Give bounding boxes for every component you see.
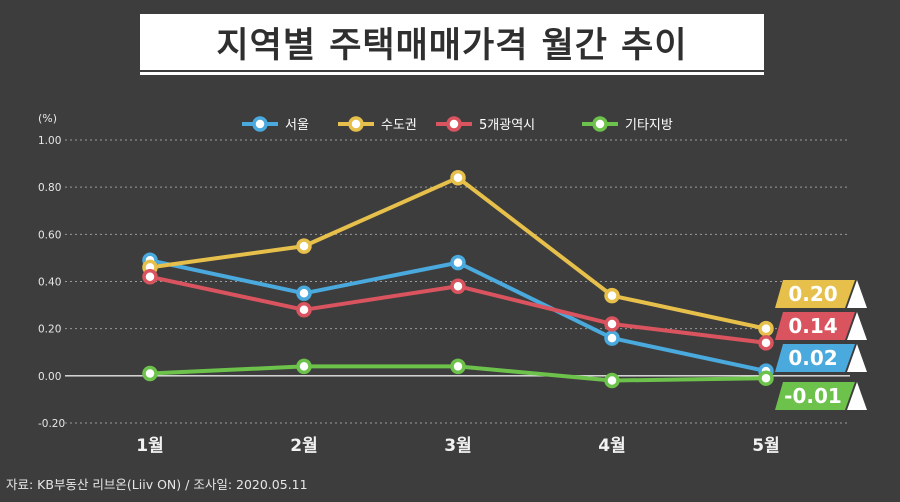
- end-value-badge: 0.02: [775, 344, 867, 372]
- badge-value: 0.20: [788, 282, 837, 306]
- y-tick-label: -0.20: [38, 418, 65, 430]
- legend-item: 서울: [242, 116, 309, 133]
- y-tick-label: 1.00: [38, 135, 61, 147]
- series-lines: [142, 169, 774, 389]
- badge-value: 0.14: [788, 314, 837, 338]
- badge-accent: [847, 312, 867, 340]
- legend-marker: [252, 116, 268, 132]
- x-tick-label: 2월: [290, 436, 317, 456]
- title-banner: 지역별 주택매매가격 월간 추이: [140, 14, 764, 70]
- legend-marker: [592, 116, 608, 132]
- series: [142, 358, 774, 389]
- legend-item: 5개광역시: [436, 116, 535, 133]
- series: [142, 169, 774, 337]
- gridlines: [65, 139, 850, 424]
- data-point: [758, 335, 774, 351]
- data-point: [604, 330, 620, 346]
- y-tick-label: 0.20: [38, 324, 61, 336]
- source-note: 자료: KB부동산 리브온(Liiv ON) / 조사일: 2020.05.11: [6, 477, 308, 492]
- data-point: [296, 358, 312, 375]
- series-line: [149, 175, 767, 331]
- end-value-badge: 0.14: [775, 312, 867, 340]
- data-point: [604, 316, 620, 332]
- x-tick-label: 3월: [444, 436, 471, 456]
- end-value-badges: 0.02 0.20 0.14 -0.01: [775, 280, 867, 410]
- chart-title: 지역별 주택매매가격 월간 추이: [216, 25, 688, 66]
- data-point: [296, 238, 312, 254]
- y-tick-label: 0.80: [38, 182, 61, 194]
- legend: 서울 수도권 5개광역시 기타지방: [242, 116, 673, 133]
- badge-accent: [847, 344, 867, 372]
- end-value-badge: 0.20: [775, 280, 867, 308]
- legend-label: 수도권: [381, 118, 417, 133]
- data-point: [758, 320, 774, 337]
- badge-background: [775, 280, 855, 308]
- y-tick-labels: 1.00 0.80 0.60 0.40 0.20 0.00 -0.20: [38, 135, 65, 430]
- series-line: [149, 258, 767, 374]
- legend-marker: [446, 116, 462, 132]
- badge-value: 0.02: [788, 346, 837, 370]
- legend-label: 기타지방: [625, 118, 673, 133]
- data-point: [450, 358, 466, 375]
- data-point: [450, 254, 466, 271]
- line-chart: (%) 1.00 0.80 0.60 0.40 0.20 0.00 -0.20 1월 2월 3월…: [38, 112, 867, 456]
- badge-accent: [847, 382, 867, 410]
- x-tick-labels: 1월 2월 3월 4월 5월: [136, 436, 779, 456]
- title-underline: [140, 72, 764, 75]
- legend-marker: [348, 116, 364, 132]
- data-point: [758, 370, 774, 386]
- badge-value: -0.01: [784, 384, 842, 408]
- legend-item: 수도권: [338, 116, 417, 133]
- y-unit-label: (%): [38, 112, 57, 125]
- y-tick-label: 0.60: [38, 229, 61, 241]
- end-value-badge: -0.01: [775, 382, 867, 410]
- data-point: [604, 287, 620, 304]
- data-point: [296, 285, 312, 302]
- badge-background: [775, 312, 855, 340]
- x-tick-label: 4월: [598, 436, 625, 456]
- y-tick-label: 0.40: [38, 277, 61, 289]
- badge-accent: [847, 280, 867, 308]
- x-tick-label: 1월: [136, 436, 163, 456]
- data-point: [450, 278, 466, 294]
- badge-background: [775, 382, 855, 410]
- y-tick-label: 0.00: [38, 371, 61, 383]
- legend-item: 기타지방: [582, 116, 673, 133]
- data-point: [142, 269, 158, 285]
- legend-label: 서울: [285, 118, 309, 133]
- data-point: [450, 169, 466, 186]
- x-tick-label: 5월: [752, 436, 779, 456]
- data-point: [296, 302, 312, 318]
- series: [142, 269, 774, 351]
- legend-label: 5개광역시: [479, 118, 535, 133]
- data-point: [604, 372, 620, 389]
- series: [142, 252, 774, 379]
- data-point: [142, 365, 158, 382]
- badge-background: [775, 344, 855, 372]
